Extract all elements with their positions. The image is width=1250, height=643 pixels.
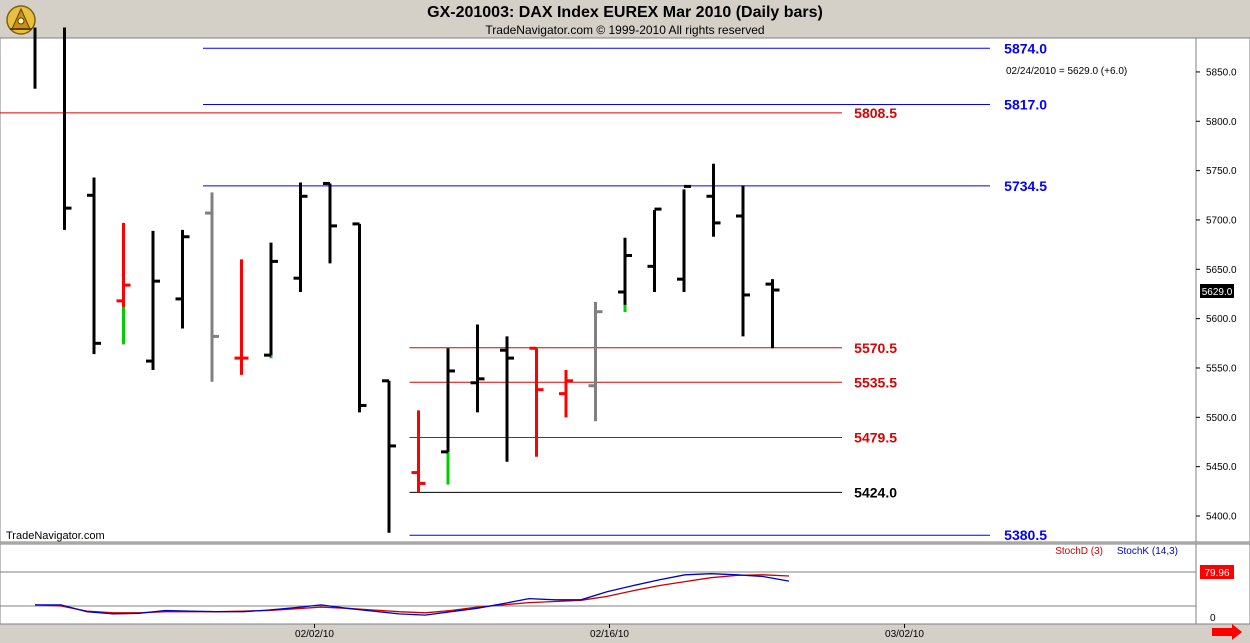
- ohlc-bar: [234, 259, 249, 375]
- price-tick: 5800.0: [1206, 117, 1237, 128]
- chart-subtitle: TradeNavigator.com © 1999-2010 All right…: [485, 23, 765, 37]
- ohlc-bar: [559, 369, 573, 418]
- ohlc-bar: [647, 207, 662, 292]
- stochd-legend: StochD (3): [1055, 546, 1103, 557]
- ohlc-bar: [323, 181, 337, 264]
- level-label: 5479.5: [854, 430, 897, 446]
- arrow-right-icon[interactable]: [1212, 624, 1242, 640]
- date-tick: 03/02/10: [885, 629, 924, 640]
- ohlc-bars: [33, 27, 780, 533]
- ohlc-bar: [706, 163, 721, 237]
- ohlc-bar: [382, 379, 396, 533]
- price-tick: 5550.0: [1206, 363, 1237, 374]
- price-tick: 5700.0: [1206, 215, 1237, 226]
- price-badge: 5629.0: [1202, 287, 1233, 298]
- ohlc-bar: [411, 410, 426, 493]
- stoch-badge-bg: [1200, 565, 1234, 579]
- date-tick: 02/02/10: [295, 629, 334, 640]
- price-tick: 5600.0: [1206, 314, 1237, 325]
- date-tick: 02/16/10: [590, 629, 629, 640]
- price-panel: 5874.0 5817.0 5808.5 5734.5 5570.5 5535.5 5479…: [0, 27, 1197, 543]
- price-tick: 5650.0: [1206, 265, 1237, 276]
- ohlc-bar: [441, 348, 455, 485]
- ohlc-bar: [205, 192, 219, 382]
- ohlc-bar: [63, 27, 72, 230]
- stochk-legend: StochK (14,3): [1117, 546, 1178, 557]
- sextant-icon: [6, 5, 36, 35]
- ohlc-bar: [588, 301, 603, 422]
- ohlc-bar: [677, 184, 691, 292]
- ohlc-bar: [116, 222, 131, 345]
- ohlc-bar: [264, 242, 278, 359]
- ohlc-bar: [736, 185, 750, 337]
- price-tick: 5750.0: [1206, 166, 1237, 177]
- date-axis: 02/02/10 02/16/10 03/02/10: [295, 624, 924, 640]
- level-label: 5817.0: [1004, 97, 1047, 113]
- stoch-tick-0: 0: [1210, 613, 1216, 624]
- stoch-line-k: [35, 573, 790, 616]
- stoch-line-d: [34, 574, 790, 614]
- ohlc-bar: [470, 324, 485, 413]
- price-tick: 5450.0: [1206, 462, 1237, 473]
- watermark: TradeNavigator.com: [6, 530, 105, 542]
- ohlc-bar: [146, 230, 160, 370]
- level-label: 5734.5: [1004, 178, 1047, 194]
- ohlc-bar: [352, 222, 367, 413]
- ohlc-bar: [293, 182, 308, 292]
- ohlc-bar: [618, 237, 632, 312]
- ohlc-bar: [87, 177, 101, 355]
- level-label: 5424.0: [854, 484, 897, 500]
- ohlc-bar: [529, 346, 544, 457]
- level-label: 5874.0: [1004, 40, 1047, 56]
- price-axis: 5400.0 5450.0 5500.0 5550.0 5600.0 5650.0 5700…: [1195, 37, 1250, 543]
- chart-header: GX-201003: DAX Index EUREX Mar 2010 (Dai…: [0, 0, 1250, 38]
- price-badge-bg: [1200, 284, 1234, 298]
- level-label: 5808.5: [854, 105, 897, 121]
- ohlc-bar: [500, 336, 514, 462]
- level-label: 5535.5: [854, 374, 897, 390]
- stochastic-panel: StochD (3) StochK (14,3) 79.96 0: [0, 543, 1250, 625]
- level-label: 5380.5: [1004, 527, 1047, 543]
- stoch-badge: 79.96: [1204, 568, 1229, 579]
- chart-title: GX-201003: DAX Index EUREX Mar 2010 (Dai…: [427, 4, 823, 21]
- price-tick: 5500.0: [1206, 413, 1237, 424]
- price-tick: 5400.0: [1206, 512, 1237, 523]
- level-label: 5570.5: [854, 340, 897, 356]
- price-tick: 5850.0: [1206, 67, 1237, 78]
- ohlc-bar: [175, 229, 190, 329]
- support-resistance-levels: 5874.0 5817.0 5808.5 5734.5 5570.5 5535.5 5479…: [0, 40, 1047, 543]
- info-label: 02/24/2010 = 5629.0 (+6.0): [1006, 66, 1127, 77]
- ohlc-bar: [765, 279, 780, 349]
